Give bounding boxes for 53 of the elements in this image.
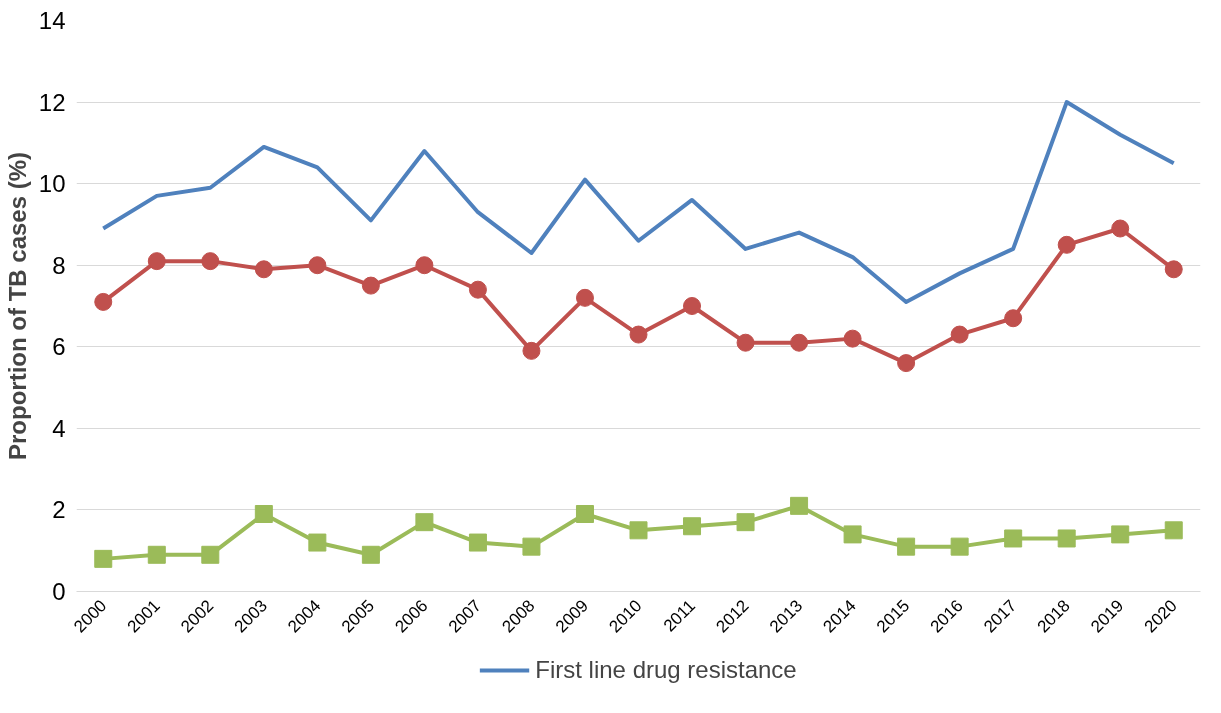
point	[1111, 525, 1130, 544]
point	[790, 496, 809, 515]
point	[683, 297, 702, 315]
point	[201, 545, 220, 564]
point	[736, 513, 755, 532]
point	[361, 545, 380, 564]
point	[1057, 235, 1076, 254]
y-axis-title: Proportion of TB cases (%)	[3, 151, 31, 461]
y-tick-label: 6	[52, 333, 66, 361]
y-tick-label: 12	[38, 88, 66, 116]
point	[736, 333, 755, 352]
point	[201, 252, 220, 271]
point	[415, 256, 434, 275]
point	[843, 525, 862, 544]
point	[790, 333, 809, 352]
point	[254, 260, 273, 279]
point	[468, 280, 487, 299]
y-tick-label: 8	[52, 251, 66, 279]
point	[1164, 260, 1183, 279]
point	[629, 325, 648, 344]
legend-label: First line drug resistance	[535, 656, 797, 684]
point	[1004, 309, 1023, 328]
point	[147, 252, 166, 271]
point	[1004, 529, 1023, 548]
point	[897, 537, 916, 556]
point	[1057, 529, 1076, 548]
point	[897, 354, 916, 373]
point	[843, 329, 862, 348]
point	[361, 276, 380, 295]
y-tick-label: 10	[38, 170, 66, 198]
point	[629, 521, 648, 540]
line-series	[101, 100, 1176, 304]
point	[950, 325, 969, 344]
point	[575, 288, 594, 307]
point	[415, 513, 434, 532]
point	[308, 533, 327, 552]
point	[308, 256, 327, 275]
y-tick-label: 2	[52, 496, 66, 524]
point	[94, 292, 113, 311]
point	[575, 505, 594, 524]
point	[147, 545, 166, 564]
y-tick-label: 4	[52, 414, 66, 442]
point	[1111, 219, 1130, 238]
point	[522, 537, 541, 556]
point	[1164, 521, 1183, 540]
point	[522, 341, 541, 360]
point	[254, 505, 273, 524]
point	[94, 549, 113, 568]
point	[950, 537, 969, 556]
point	[683, 517, 702, 536]
y-tick-label: 14	[38, 7, 66, 34]
y-tick-label: 0	[52, 578, 66, 605]
point	[468, 533, 487, 552]
